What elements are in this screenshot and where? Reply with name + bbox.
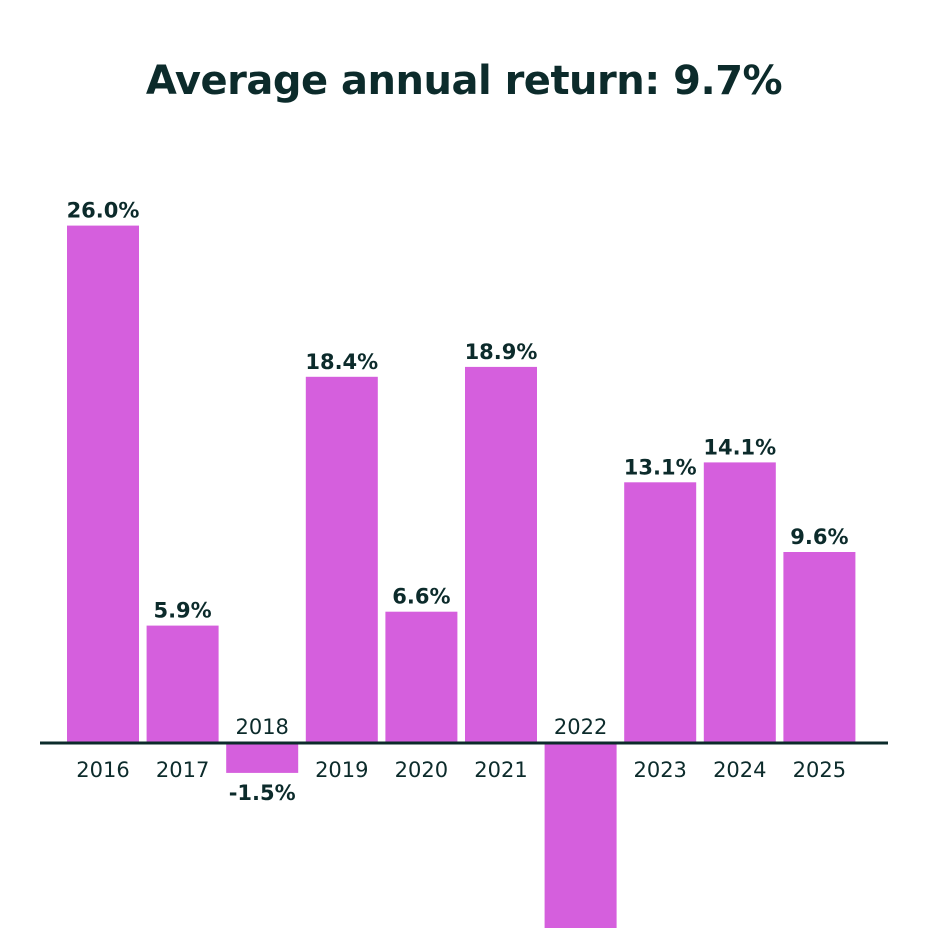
chart-title: Average annual return: 9.7% (145, 58, 783, 104)
year-label-2023: 2023 (633, 758, 686, 782)
bar-2020 (385, 611, 458, 743)
value-label-2025: 9.6% (790, 525, 848, 549)
year-label-2024: 2024 (713, 758, 766, 782)
bars-group (67, 225, 856, 928)
year-label-2016: 2016 (76, 758, 129, 782)
year-label-2019: 2019 (315, 758, 368, 782)
value-label-2018: -1.5% (229, 781, 296, 805)
bar-2024 (703, 462, 776, 743)
value-label-2019: 18.4% (305, 350, 378, 374)
value-label-2016: 26.0% (67, 199, 140, 223)
value-label-2023: 13.1% (624, 455, 697, 479)
bar-2023 (624, 482, 697, 743)
year-label-2021: 2021 (474, 758, 527, 782)
bar-2017 (146, 625, 219, 743)
year-label-2025: 2025 (793, 758, 846, 782)
bar-2025 (783, 552, 856, 743)
labels-group: 26.0% 2016 5.9% 2017 -1.5% 2018 18.4% 2019 6.6% 2… (67, 199, 849, 805)
bar-2022 (544, 743, 617, 928)
value-label-2020: 6.6% (392, 585, 450, 609)
value-label-2024: 14.1% (703, 435, 776, 459)
year-label-2017: 2017 (156, 758, 209, 782)
bar-2016 (67, 225, 139, 744)
year-label-2020: 2020 (395, 758, 448, 782)
value-label-2021: 18.9% (465, 340, 538, 364)
bar-2019 (305, 376, 378, 743)
bar-2021 (465, 366, 537, 743)
year-label-2022: 2022 (554, 715, 607, 739)
year-label-2018: 2018 (235, 715, 288, 739)
value-label-2017: 5.9% (153, 599, 211, 623)
bar-2018 (226, 743, 299, 773)
